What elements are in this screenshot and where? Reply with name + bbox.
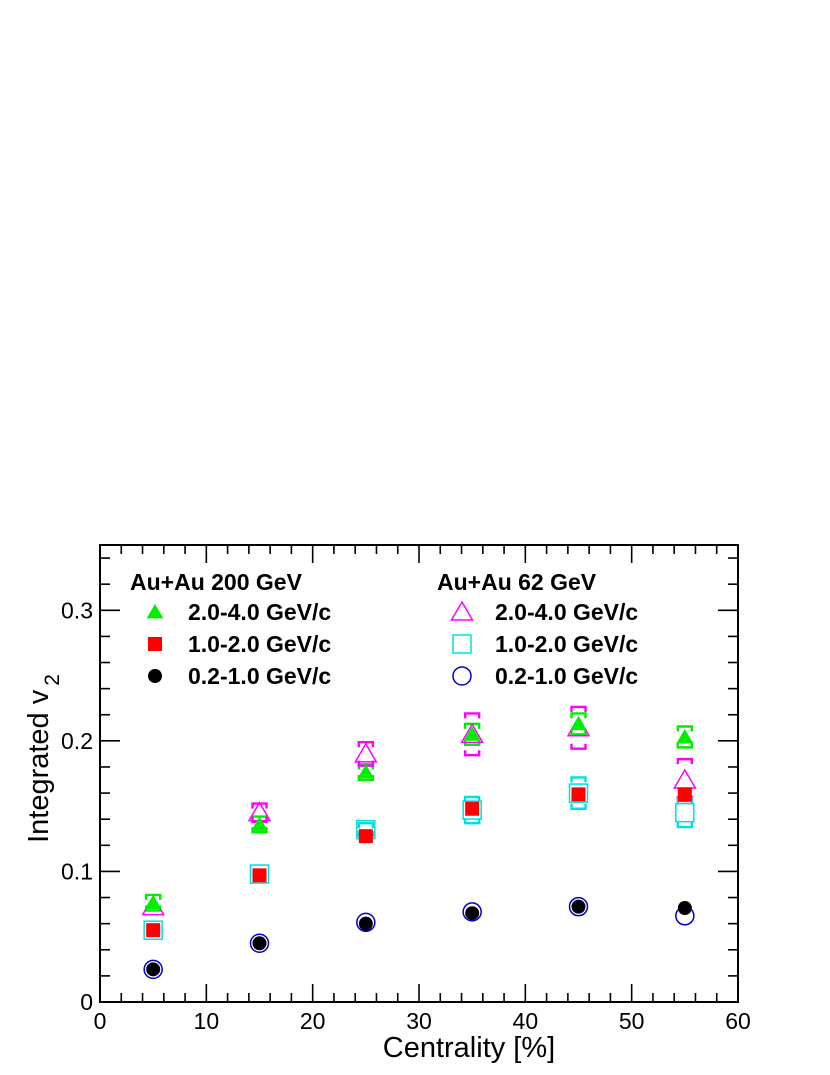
legend-label: 1.0-2.0 GeV/c bbox=[495, 631, 638, 657]
data-point bbox=[675, 802, 695, 823]
data-point bbox=[571, 787, 586, 802]
data-markers bbox=[141, 715, 697, 980]
sys-bracket bbox=[570, 729, 587, 736]
legend-heading-200gev: Au+Au 200 GeV bbox=[130, 569, 303, 595]
data-point bbox=[143, 959, 163, 980]
sys-bracket bbox=[570, 776, 587, 783]
data-point bbox=[249, 864, 270, 884]
y-tick-label: 0.2 bbox=[61, 728, 93, 754]
data-point bbox=[144, 894, 162, 910]
x-tick-label: 40 bbox=[513, 1008, 539, 1034]
data-point bbox=[252, 936, 267, 951]
sys-bracket bbox=[570, 705, 587, 712]
legend-marker bbox=[452, 634, 472, 654]
x-tick-label: 60 bbox=[725, 1008, 751, 1034]
data-point bbox=[673, 768, 697, 789]
data-point bbox=[568, 896, 589, 917]
legend-marker bbox=[452, 666, 472, 686]
data-point bbox=[462, 902, 482, 922]
legend-marker bbox=[148, 637, 162, 651]
sys-bracket bbox=[570, 743, 587, 750]
legend-label: 0.2-1.0 GeV/c bbox=[495, 663, 638, 689]
sys-bracket bbox=[676, 742, 694, 749]
data-point bbox=[251, 816, 268, 831]
legend-marker bbox=[146, 604, 164, 619]
sys-bracket bbox=[357, 821, 375, 829]
data-point bbox=[571, 899, 586, 914]
y-tick-label: 0.3 bbox=[61, 597, 93, 623]
data-point bbox=[568, 783, 589, 803]
data-point bbox=[356, 912, 376, 933]
sys-bracket bbox=[463, 818, 481, 825]
sys-bracket bbox=[463, 712, 481, 719]
legend-marker bbox=[450, 600, 474, 621]
legend-label: 1.0-2.0 GeV/c bbox=[188, 631, 331, 657]
legend-marker bbox=[148, 669, 162, 683]
sys-bracket bbox=[676, 725, 694, 732]
legend-label: 0.2-1.0 GeV/c bbox=[188, 663, 331, 689]
sys-bracket bbox=[570, 712, 587, 719]
data-point bbox=[357, 764, 375, 779]
data-point bbox=[354, 742, 378, 763]
data-point bbox=[465, 801, 480, 816]
data-point bbox=[146, 962, 161, 977]
data-point bbox=[462, 800, 482, 820]
sys-bracket bbox=[463, 795, 481, 803]
data-point bbox=[460, 722, 484, 744]
sys-bracket bbox=[251, 802, 268, 809]
legend-label: 2.0-4.0 GeV/c bbox=[495, 599, 638, 625]
y-tick-label: 0 bbox=[80, 989, 93, 1015]
legend: Au+Au 200 GeV Au+Au 62 GeV 2.0-4.0 GeV/c… bbox=[130, 569, 638, 689]
plot-frame bbox=[99, 544, 739, 1003]
sys-bracket bbox=[676, 757, 694, 765]
y-tick-label: 0.1 bbox=[61, 858, 93, 884]
legend-label: 2.0-4.0 GeV/c bbox=[188, 599, 331, 625]
data-point bbox=[249, 933, 270, 953]
x-tick-label: 0 bbox=[94, 1008, 107, 1034]
y-axis-title-subscript: 2 bbox=[41, 674, 64, 686]
data-point bbox=[465, 906, 480, 921]
data-point bbox=[677, 900, 692, 915]
sys-bracket bbox=[570, 803, 587, 810]
x-tick-label: 10 bbox=[194, 1008, 220, 1034]
legend-heading-62gev: Au+Au 62 GeV bbox=[437, 569, 597, 595]
systematic-brackets bbox=[144, 705, 694, 912]
data-point bbox=[146, 923, 161, 938]
sys-bracket bbox=[676, 822, 694, 829]
data-point bbox=[570, 715, 587, 731]
sys-bracket bbox=[357, 740, 375, 748]
data-point bbox=[143, 920, 163, 940]
x-axis-title: Centrality [%] bbox=[383, 1032, 555, 1064]
sys-bracket bbox=[463, 750, 481, 757]
data-point bbox=[676, 728, 694, 744]
data-point bbox=[677, 787, 692, 802]
y-axis-title: Integrated v 2 bbox=[23, 674, 64, 843]
x-tick-label: 20 bbox=[300, 1008, 326, 1034]
x-tick-label: 50 bbox=[619, 1008, 645, 1034]
data-point bbox=[252, 868, 267, 883]
data-point bbox=[358, 829, 373, 844]
y-tick-labels: 0 0.1 0.2 0.3 bbox=[61, 597, 93, 1015]
x-tick-labels: 0 10 20 30 40 50 60 bbox=[94, 1008, 751, 1034]
y-axis-title-main: Integrated v bbox=[23, 689, 55, 843]
data-point bbox=[358, 916, 373, 931]
x-tick-label: 30 bbox=[406, 1008, 432, 1034]
data-point bbox=[463, 726, 481, 741]
